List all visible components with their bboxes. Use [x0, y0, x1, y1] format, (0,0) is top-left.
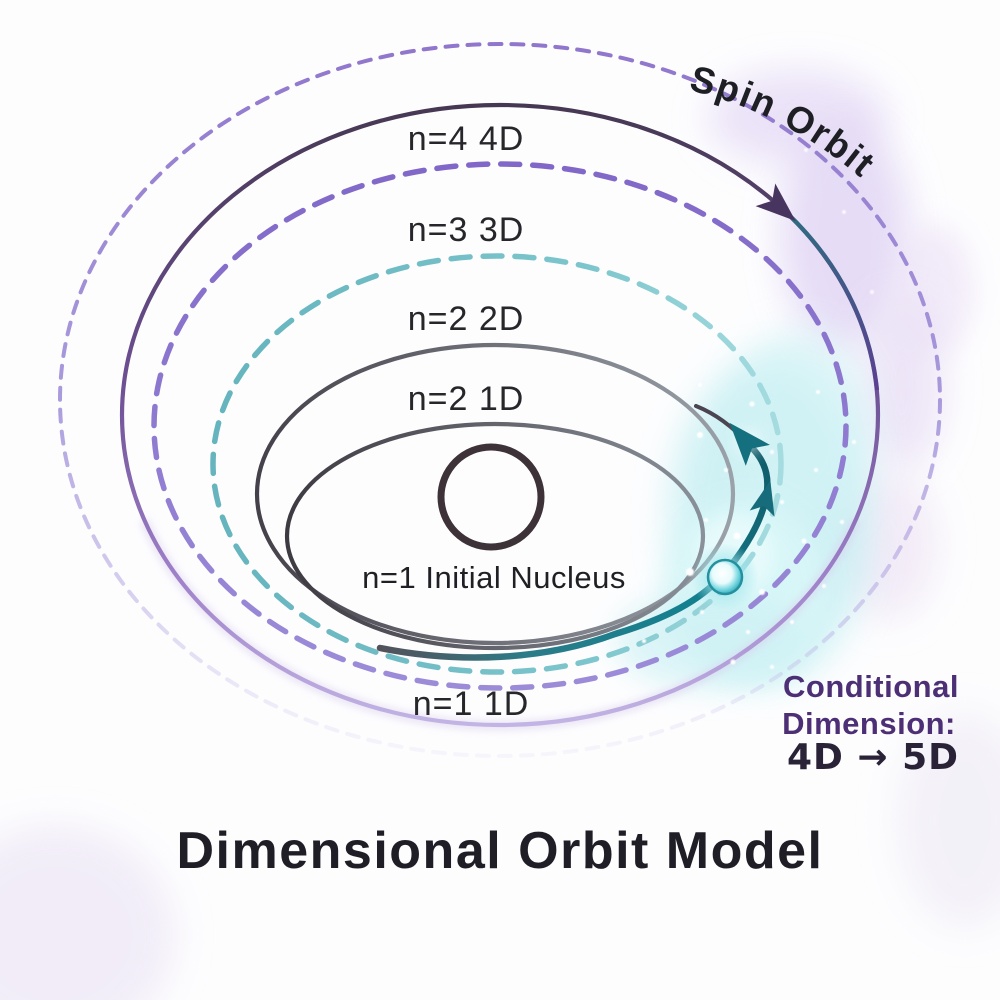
spin-orbit-arrowhead — [755, 183, 796, 222]
orbit-n2-dashed-teal — [210, 253, 784, 675]
particle — [706, 558, 744, 596]
ring-label-n2-2d: n=2 2D — [408, 300, 525, 338]
orbit-gray-outer — [254, 342, 736, 646]
ring-label-n1-1d: n=1 1D — [413, 685, 530, 723]
annotation-line3: 4D → 5D — [787, 737, 959, 778]
ring-label-n4-4d: n=4 4D — [408, 120, 525, 158]
particle-chevron — [749, 480, 775, 517]
orbit-outer-dashed — [58, 42, 942, 758]
annotation-line1: Conditional — [783, 669, 959, 704]
teal-glow — [730, 330, 870, 530]
sparkles — [590, 148, 874, 669]
conditional-dimension-annotation: Conditional Dimension: 4D → 5D — [782, 669, 959, 778]
ring-label-n3-3d: n=3 3D — [408, 211, 525, 249]
orbit-n3-dashed — [151, 161, 849, 691]
ring-label-n2-1d: n=2 1D — [408, 380, 525, 418]
lavender-glow — [780, 120, 910, 350]
diagram-title: Dimensional Orbit Model — [177, 822, 824, 880]
nucleus-label: n=1 Initial Nucleus — [362, 560, 626, 595]
orbit-gray-inner — [284, 421, 706, 651]
annotation-line2: Dimension: — [782, 706, 956, 741]
corner-tint-bottom-left — [0, 825, 175, 1000]
particle-arrowhead — [729, 422, 770, 466]
corner-tint-bottom-right — [895, 710, 1000, 930]
spin-orbit-ellipse — [119, 102, 881, 728]
nucleus-circle — [437, 443, 545, 551]
spin-orbit-teal-segment — [784, 210, 880, 391]
lavender-glow — [860, 300, 944, 470]
